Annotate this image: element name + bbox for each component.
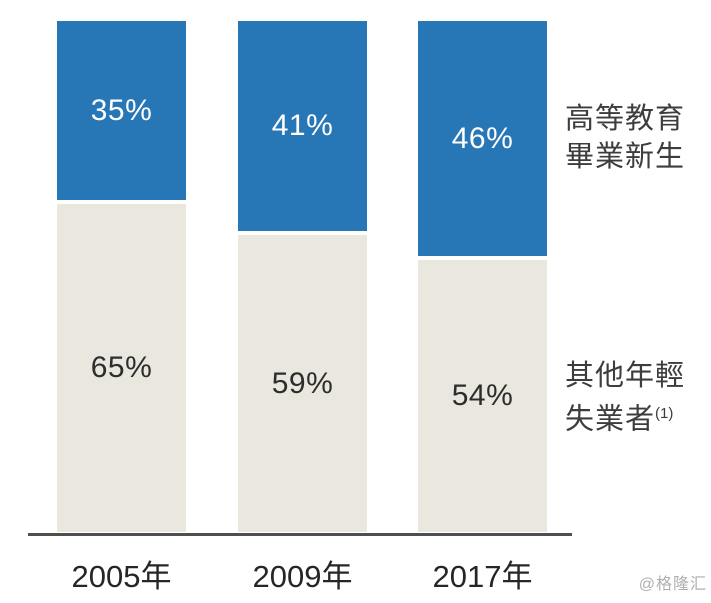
legend-line: 其他年輕 (565, 360, 686, 392)
stacked-bar-2009年: 41% 59% (238, 21, 367, 532)
footnote-marker: (1) (655, 405, 674, 422)
x-axis-line (28, 533, 572, 536)
legend-line: 畢業新生 (565, 141, 686, 173)
bar-value-label: 65% (90, 351, 153, 384)
legend-higher-education: 高等教育 畢業新生 (565, 100, 685, 176)
bar-value-label: 59% (271, 366, 334, 400)
segment-higher-education: 46% (418, 21, 547, 256)
legend-line: 失業者(1) (565, 395, 685, 439)
bar-value-label: 35% (90, 93, 153, 127)
legend-line: 高等教育 (565, 103, 686, 135)
stacked-bar-2017年: 46% 54% (418, 21, 547, 532)
bar-value-label: 41% (271, 109, 334, 142)
segment-higher-education: 35% (57, 21, 186, 200)
segment-other-unemployed: 65% (57, 204, 186, 532)
segment-other-unemployed: 59% (238, 235, 367, 532)
watermark: @格隆汇 (638, 576, 707, 593)
bar-value-label: 54% (451, 379, 514, 412)
bar-value-label: 46% (451, 121, 514, 155)
stacked-bar-2005年: 35% 65% (57, 21, 186, 532)
segment-higher-education: 41% (238, 21, 367, 231)
legend-other-unemployed: 其他年輕 失業者(1) (565, 357, 685, 439)
legend-line-text: 失業者 (565, 403, 656, 436)
x-axis-label: 2009年 (252, 559, 353, 594)
segment-other-unemployed: 54% (418, 260, 547, 532)
x-axis-label: 2005年 (71, 559, 172, 594)
x-axis-label: 2017年 (432, 559, 533, 594)
